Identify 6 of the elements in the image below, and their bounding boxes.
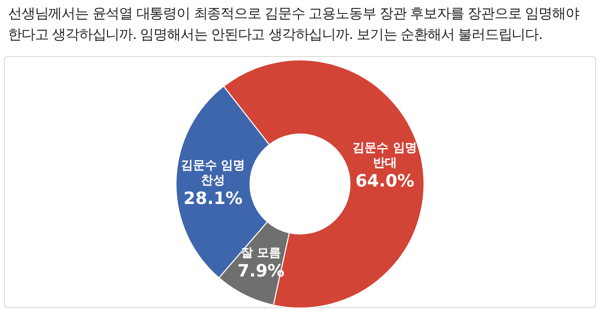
chart-title: 선생님께서는 윤석열 대통령이 최종적으로 김문수 고용노동부 장관 후보자를 장관으로 임명해야 한다고 생각하십니까. 임명해서는 안된다고 생각하십니까. 보기는 순환해서 불러드립니다.	[8, 5, 580, 45]
slice-label: 잘 모름	[240, 245, 282, 260]
slice-label: 김문수 임명 반대	[352, 140, 417, 170]
slice-label: 김문수 임명 찬성	[180, 158, 246, 187]
data-label: 28.1%	[184, 188, 243, 209]
data-label: 64.0%	[355, 172, 414, 192]
